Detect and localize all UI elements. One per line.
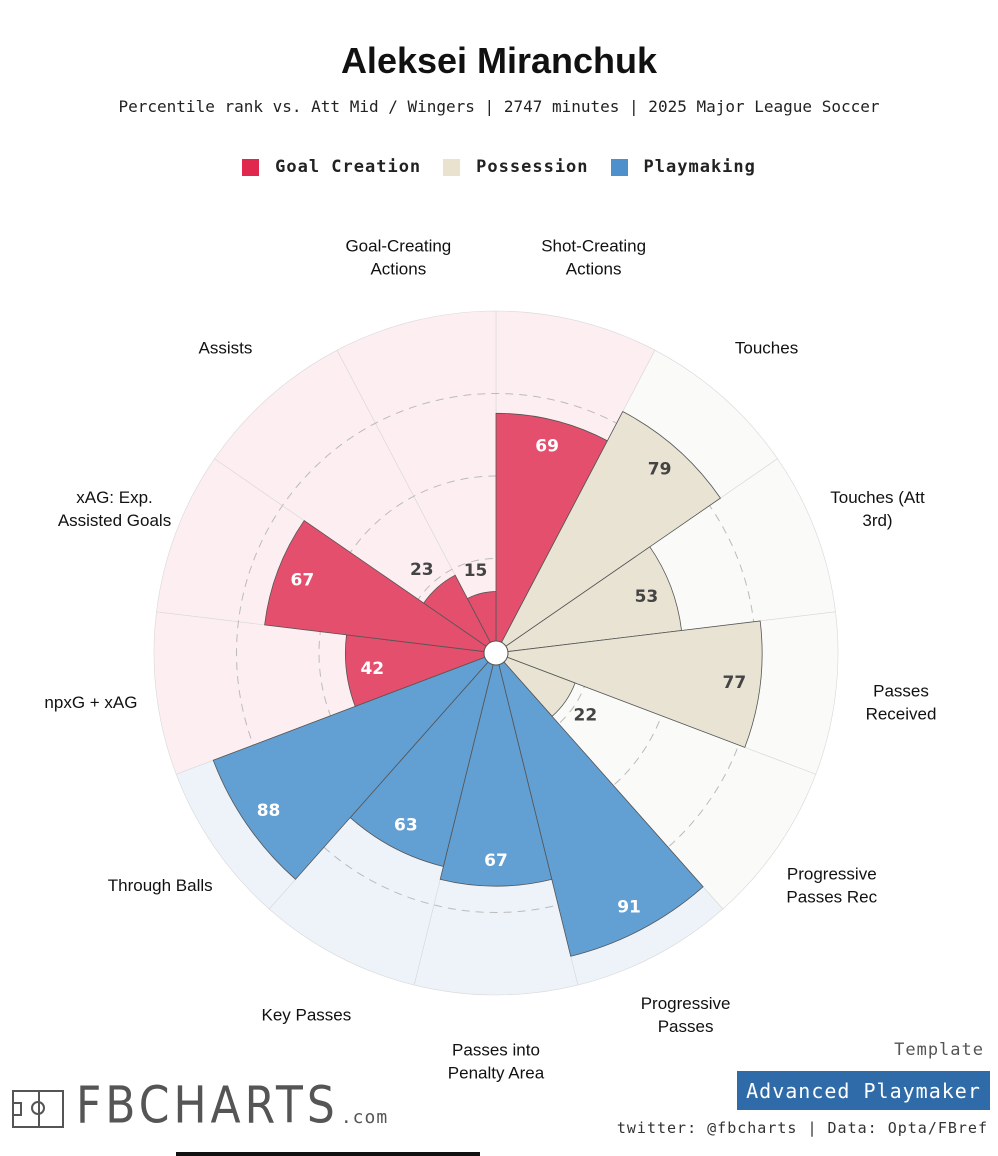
category-label-progressive-passes-rec-line-2: Passes Rec <box>786 887 877 906</box>
category-label-touches-att-3rd-line-1: Touches (Att <box>830 488 925 507</box>
chart-title: Aleksei Miranchuk <box>340 40 658 81</box>
legend-swatch-possession <box>443 158 461 176</box>
legend-item-possession: Possession <box>443 157 588 177</box>
category-label-shot-creating-actions-line-2: Actions <box>566 259 622 278</box>
legend-label-possession: Possession <box>476 157 589 177</box>
logo-text: FBCHARTS <box>76 1076 339 1135</box>
value-label-progressive-passes: 91 <box>617 898 641 918</box>
legend-item-goal-creation: Goal Creation <box>242 157 421 177</box>
category-label-passes-received-line-2: Received <box>866 705 937 724</box>
pitch-icon <box>12 1090 64 1128</box>
bottom-divider <box>176 1152 480 1156</box>
legend-label-goal-creation: Goal Creation <box>275 157 422 177</box>
category-label-passes-into-penalty-area-line-1: Passes into <box>452 1041 540 1060</box>
category-label-progressive-passes-line-1: Progressive <box>641 994 731 1013</box>
value-label-xag-exp-assisted-goals: 67 <box>291 571 315 591</box>
category-label-key-passes-line-1: Key Passes <box>262 1005 352 1024</box>
category-label-shot-creating-actions-line-1: Shot-Creating <box>541 236 646 255</box>
legend: Goal Creation Possession Playmaking <box>0 157 998 177</box>
value-label-key-passes: 63 <box>394 816 418 836</box>
center-hole <box>483 640 509 666</box>
template-name-badge: Advanced Playmaker <box>737 1071 990 1110</box>
category-label-assists-line-1: Assists <box>199 339 253 358</box>
value-label-npxg-xag: 42 <box>360 659 384 679</box>
category-label-touches-att-3rd-line-2: 3rd) <box>862 511 892 530</box>
value-label-goal-creating-actions: 15 <box>464 561 488 581</box>
category-label-goal-creating-actions-line-2: Actions <box>370 259 426 278</box>
value-label-passes-into-penalty-area: 67 <box>484 851 508 871</box>
category-label-xag-exp-assisted-goals-line-2: Assisted Goals <box>58 511 171 530</box>
category-label-touches-line-1: Touches <box>735 339 798 358</box>
legend-label-playmaking: Playmaking <box>643 157 756 177</box>
logo-suffix: .com <box>340 1107 389 1128</box>
legend-swatch-playmaking <box>610 158 628 176</box>
value-label-assists: 23 <box>410 560 434 580</box>
chart-subtitle: Percentile rank vs. Att Mid / Wingers | … <box>118 97 880 116</box>
category-label-progressive-passes-line-2: Passes <box>658 1017 714 1036</box>
category-label-passes-into-penalty-area-line-2: Penalty Area <box>448 1064 545 1083</box>
category-label-progressive-passes-rec-line-1: Progressive <box>787 864 877 883</box>
value-label-progressive-passes-rec: 22 <box>574 706 598 726</box>
template-label: Template <box>894 1040 984 1060</box>
value-label-shot-creating-actions: 69 <box>535 437 559 457</box>
category-label-through-balls-line-1: Through Balls <box>108 876 213 895</box>
category-label-passes-received-line-1: Passes <box>873 682 929 701</box>
legend-item-playmaking: Playmaking <box>610 157 756 177</box>
value-label-touches-att-3rd: 53 <box>635 587 659 607</box>
category-label-npxg-xag-line-1: npxG + xAG <box>44 693 137 712</box>
legend-swatch-goal-creation <box>242 158 260 176</box>
category-label-goal-creating-actions-line-1: Goal-Creating <box>345 236 451 255</box>
value-label-touches: 79 <box>648 459 672 479</box>
value-label-through-balls: 88 <box>257 801 281 821</box>
credit-text: twitter: @fbcharts | Data: Opta/FBref <box>616 1119 988 1137</box>
category-label-xag-exp-assisted-goals-line-1: xAG: Exp. <box>76 488 153 507</box>
fbcharts-logo: FBCHARTS .com <box>12 1080 389 1131</box>
value-label-passes-received: 77 <box>723 673 747 693</box>
